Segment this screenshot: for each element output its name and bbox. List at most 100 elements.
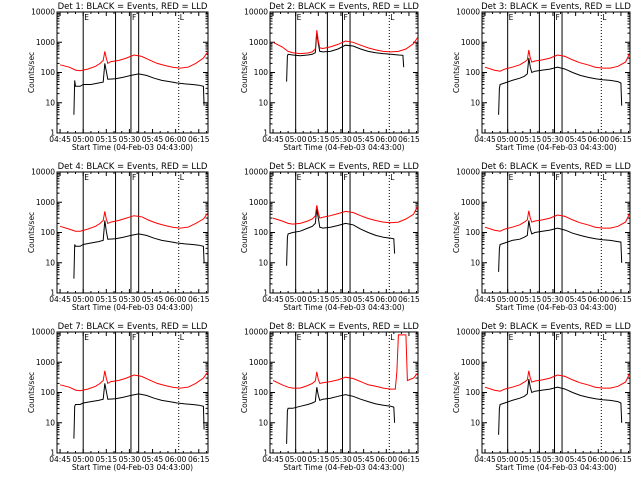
y-tick-label: 10: [470, 98, 480, 107]
x-tick-label: 05:30: [119, 455, 141, 464]
y-tick-label: 1: [263, 449, 268, 458]
detector-panel-8: Det 8: BLACK = Events, RED = LLD 1 10 100 10…: [240, 322, 420, 472]
panel-title: Det 4: BLACK = Events, RED = LLD: [58, 162, 208, 172]
time-marker-label: E: [84, 13, 89, 22]
lld-series-line: [272, 204, 418, 225]
y-tick-label: 10: [258, 98, 268, 107]
x-tick-label: 05:15: [520, 455, 542, 464]
x-axis-label: Start Time (04-Feb-03 04:43:00): [495, 463, 616, 472]
y-tick-label: 10000: [31, 8, 55, 17]
y-tick-label: 10000: [31, 168, 55, 177]
plot-frame: [481, 331, 631, 454]
y-tick-label: 100: [466, 68, 481, 77]
x-axis-label: Start Time (04-Feb-03 04:43:00): [72, 143, 193, 152]
x-tick-label: 05:00: [285, 455, 307, 464]
y-tick-label: 10000: [31, 328, 55, 337]
y-tick-label: 10: [45, 258, 55, 267]
x-axis-label: Start Time (04-Feb-03 04:43:00): [283, 143, 404, 152]
time-marker-label: E: [509, 13, 514, 22]
x-tick-label: 04:45: [262, 295, 284, 304]
x-axis-label: Start Time (04-Feb-03 04:43:00): [72, 303, 193, 312]
y-tick-label: 10: [45, 418, 55, 427]
y-tick-label: 10000: [456, 168, 480, 177]
x-tick-label: 05:00: [285, 295, 307, 304]
x-tick-label: 05:30: [542, 135, 564, 144]
time-marker-label: E: [297, 13, 302, 22]
events-series-line: [286, 208, 396, 266]
x-tick-label: 05:00: [497, 295, 519, 304]
y-tick-label: 1: [475, 449, 480, 458]
x-tick-label: 05:45: [142, 295, 164, 304]
time-marker-label: L: [390, 173, 395, 182]
x-tick-label: 05:30: [119, 135, 141, 144]
x-tick-label: 05:15: [520, 135, 542, 144]
panel-title: Det 3: BLACK = Events, RED = LLD: [481, 2, 631, 12]
x-tick-label: 06:15: [188, 135, 210, 144]
time-marker-label: F: [132, 333, 136, 342]
plot-frame: [56, 331, 209, 454]
x-tick-label: 06:15: [398, 135, 420, 144]
time-marker-label: L: [602, 13, 607, 22]
x-tick-label: 05:30: [330, 455, 352, 464]
panel-title: Det 1: BLACK = Events, RED = LLD: [58, 2, 208, 12]
x-tick-label: 06:00: [165, 135, 187, 144]
time-marker-label: F: [132, 13, 136, 22]
lld-series-line: [272, 334, 418, 390]
time-marker-label: F: [555, 333, 559, 342]
time-marker-label: L: [390, 13, 395, 22]
y-axis-label: Counts/sec: [452, 52, 461, 93]
x-tick-label: 05:45: [142, 455, 164, 464]
time-marker-label: E: [297, 173, 302, 182]
x-tick-label: 05:15: [308, 135, 330, 144]
y-tick-label: 1000: [249, 38, 268, 47]
plot-frame: [56, 171, 209, 294]
x-tick-label: 06:00: [375, 295, 397, 304]
y-tick-label: 1: [50, 289, 55, 298]
y-axis-label: Counts/sec: [452, 212, 461, 253]
time-marker-label: L: [180, 173, 185, 182]
panel-title: Det 7: BLACK = Events, RED = LLD: [58, 322, 208, 332]
y-tick-label: 1000: [461, 198, 480, 207]
x-tick-label: 05:00: [285, 135, 307, 144]
panel-title: Det 8: BLACK = Events, RED = LLD: [269, 322, 419, 332]
y-tick-label: 1: [50, 449, 55, 458]
x-tick-label: 05:00: [72, 455, 94, 464]
time-marker-label: F: [132, 173, 136, 182]
x-tick-label: 06:15: [188, 295, 210, 304]
panel-title: Det 5: BLACK = Events, RED = LLD: [269, 162, 419, 172]
x-tick-label: 06:15: [610, 455, 632, 464]
x-tick-label: 05:15: [520, 295, 542, 304]
time-marker-label: L: [602, 173, 607, 182]
y-tick-label: 10000: [456, 8, 480, 17]
x-tick-label: 05:15: [308, 455, 330, 464]
x-tick-label: 05:15: [95, 295, 117, 304]
x-tick-label: 04:45: [49, 135, 71, 144]
x-tick-label: 05:00: [72, 295, 94, 304]
detector-panel-5: Det 5: BLACK = Events, RED = LLD 1 10 100 10…: [240, 162, 420, 312]
x-tick-label: 06:00: [375, 135, 397, 144]
y-tick-label: 10000: [244, 328, 268, 337]
y-tick-label: 10: [470, 418, 480, 427]
events-series-line: [498, 220, 623, 272]
detector-panel-2: Det 2: BLACK = Events, RED = LLD 1 10 100 10…: [240, 2, 420, 152]
lld-series-line: [59, 370, 208, 392]
x-tick-label: 05:45: [353, 295, 375, 304]
y-tick-label: 1: [475, 129, 480, 138]
x-tick-label: 04:45: [49, 295, 71, 304]
x-tick-label: 06:00: [587, 455, 609, 464]
time-marker-label: F: [343, 333, 347, 342]
lld-series-line: [484, 50, 630, 72]
time-marker-label: F: [555, 13, 559, 22]
detector-panel-9: Det 9: BLACK = Events, RED = LLD 1 10 100 10…: [452, 322, 632, 472]
y-tick-label: 1000: [36, 198, 55, 207]
detector-panel-7: Det 7: BLACK = Events, RED = LLD 1 10 100 10…: [27, 322, 210, 472]
plot-frame: [481, 11, 631, 134]
time-marker-label: E: [509, 173, 514, 182]
x-tick-label: 06:15: [610, 135, 632, 144]
panel-title: Det 6: BLACK = Events, RED = LLD: [481, 162, 631, 172]
x-axis-label: Start Time (04-Feb-03 04:43:00): [495, 303, 616, 312]
x-tick-label: 05:15: [308, 295, 330, 304]
y-axis-label: Counts/sec: [27, 372, 36, 413]
y-tick-label: 1000: [249, 198, 268, 207]
x-tick-label: 04:45: [49, 455, 71, 464]
